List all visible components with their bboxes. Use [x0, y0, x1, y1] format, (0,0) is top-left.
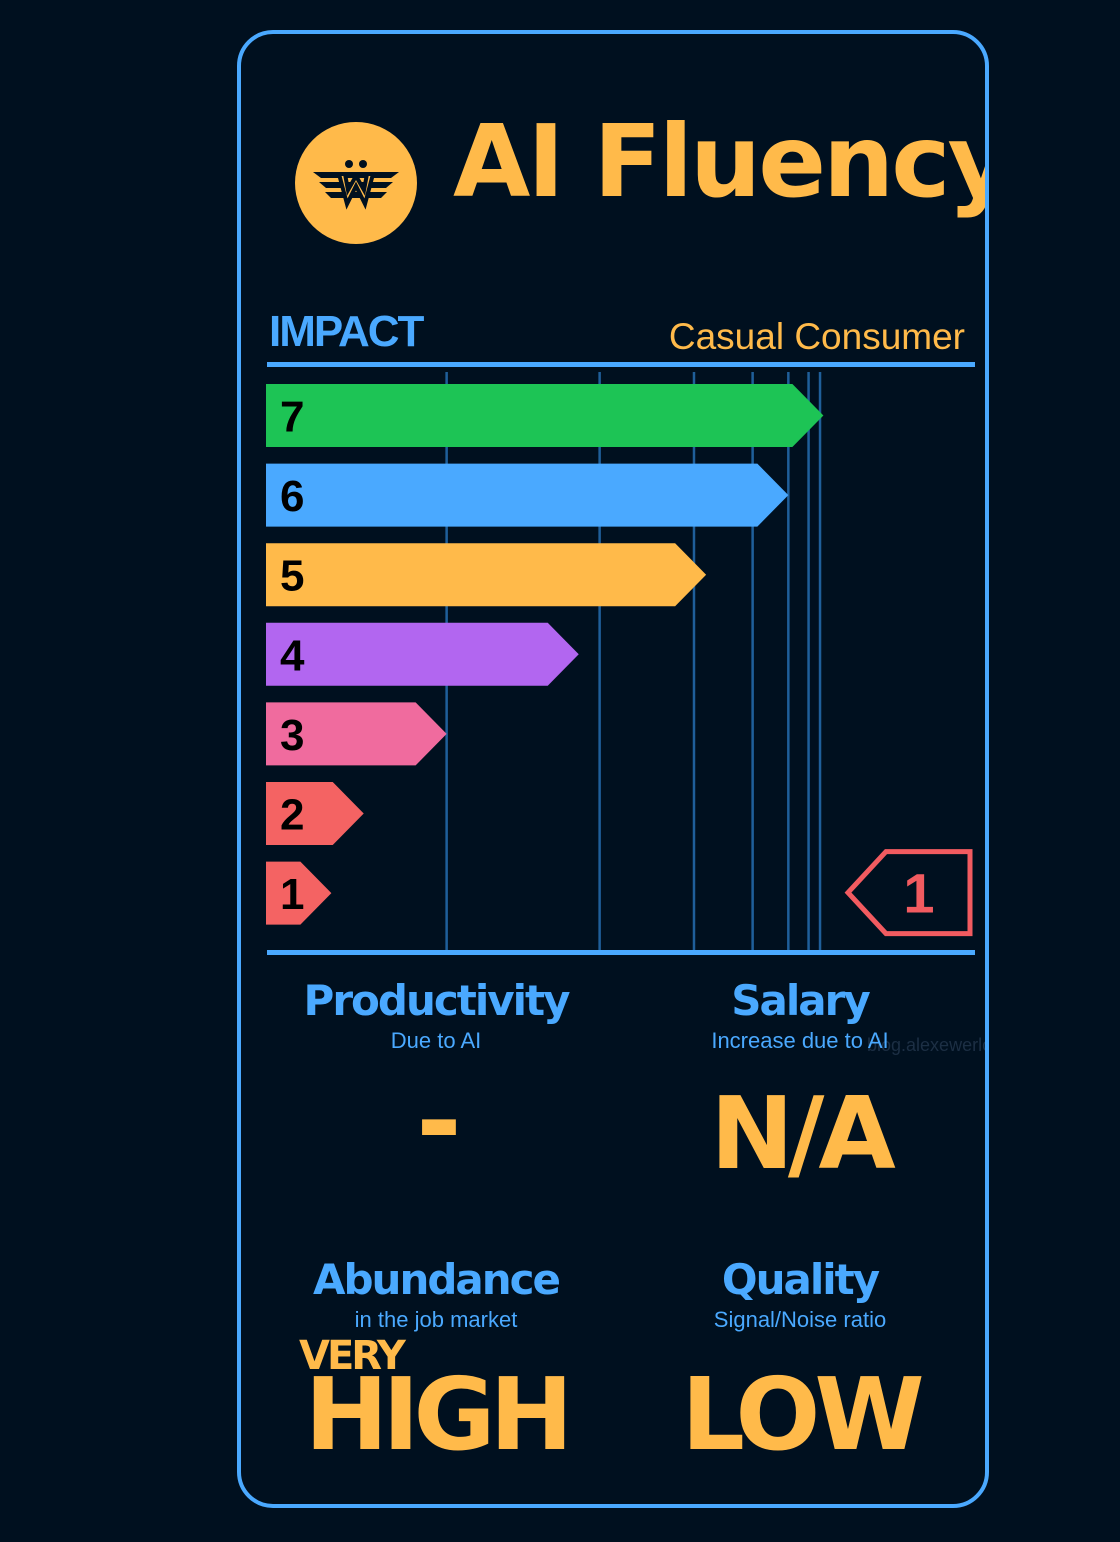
- productivity-heading: Productivity: [303, 976, 571, 1025]
- impact-chart: 7 6 5 4 3 2 1 1: [266, 372, 973, 950]
- bar-level-2: 2: [266, 782, 364, 845]
- productivity-metric: Productivity Due to AI -: [271, 976, 601, 1185]
- abundance-value: HIGH: [304, 1356, 574, 1473]
- logo-icon: [295, 122, 417, 244]
- bottom-divider: [267, 950, 975, 955]
- bar-label-2: 2: [280, 791, 304, 840]
- bar-level-4: 4: [266, 622, 579, 686]
- bar-label-1: 1: [280, 870, 304, 919]
- marker-label: 1: [903, 862, 934, 925]
- impact-label: IMPACT: [269, 307, 424, 356]
- quality-sub: Signal/Noise ratio: [713, 1307, 887, 1332]
- level-label: Casual Consumer: [668, 316, 965, 357]
- abundance-prefix: VERY: [299, 1333, 406, 1379]
- bar-level-1: 1: [266, 861, 332, 925]
- quality-metric: Quality Signal/Noise ratio LOW: [635, 1259, 965, 1465]
- bar-7: [266, 384, 824, 447]
- bar-label-6: 6: [280, 472, 304, 521]
- bar-label-3: 3: [280, 711, 304, 760]
- abundance-sub: in the job market: [354, 1307, 518, 1332]
- bar-3: [266, 702, 447, 766]
- quality-value: LOW: [681, 1356, 924, 1473]
- bar-4: [266, 622, 579, 686]
- bar-label-7: 7: [280, 393, 304, 442]
- bar-2: [266, 782, 364, 845]
- abundance-heading: Abundance: [312, 1255, 561, 1304]
- bar-level-3: 3: [266, 702, 447, 766]
- productivity-value: -: [416, 1057, 462, 1185]
- current-level-marker: 1: [844, 849, 973, 937]
- marker-arrow: [844, 849, 973, 937]
- bar-1: [266, 861, 332, 925]
- bar-level-6: 6: [266, 463, 789, 527]
- top-divider: [267, 362, 975, 367]
- bar-level-7: 7: [266, 384, 824, 447]
- bar-6: [266, 463, 789, 527]
- quality-heading: Quality: [721, 1255, 880, 1304]
- fluency-card: AI Fluency IMPACT Casual Consumer 7 6 5 4 3 2…: [237, 30, 989, 1508]
- salary-metric: Salary Increase due to AI N/A: [635, 980, 965, 1184]
- watermark: blog.alexewerlof.com: [867, 1035, 989, 1055]
- productivity-sub: Due to AI: [390, 1028, 482, 1053]
- bar-level-5: 5: [266, 543, 707, 607]
- bar-label-4: 4: [280, 631, 305, 680]
- page-title: AI Fluency: [453, 103, 989, 220]
- abundance-metric: Abundance in the job market HIGH: [271, 1259, 601, 1465]
- bar-5: [266, 543, 707, 607]
- salary-value: N/A: [710, 1075, 896, 1192]
- bar-label-5: 5: [280, 552, 304, 601]
- salary-heading: Salary: [731, 976, 870, 1025]
- salary-sub: Increase due to AI: [711, 1028, 889, 1053]
